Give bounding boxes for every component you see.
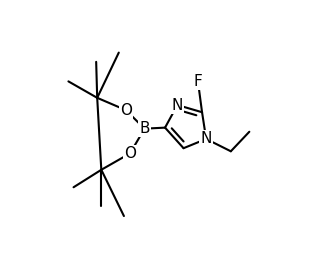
Text: B: B [139, 121, 150, 136]
Text: N: N [201, 131, 212, 146]
Text: O: O [124, 146, 136, 161]
Text: N: N [172, 97, 183, 112]
Text: O: O [120, 103, 132, 118]
Text: F: F [193, 74, 202, 89]
